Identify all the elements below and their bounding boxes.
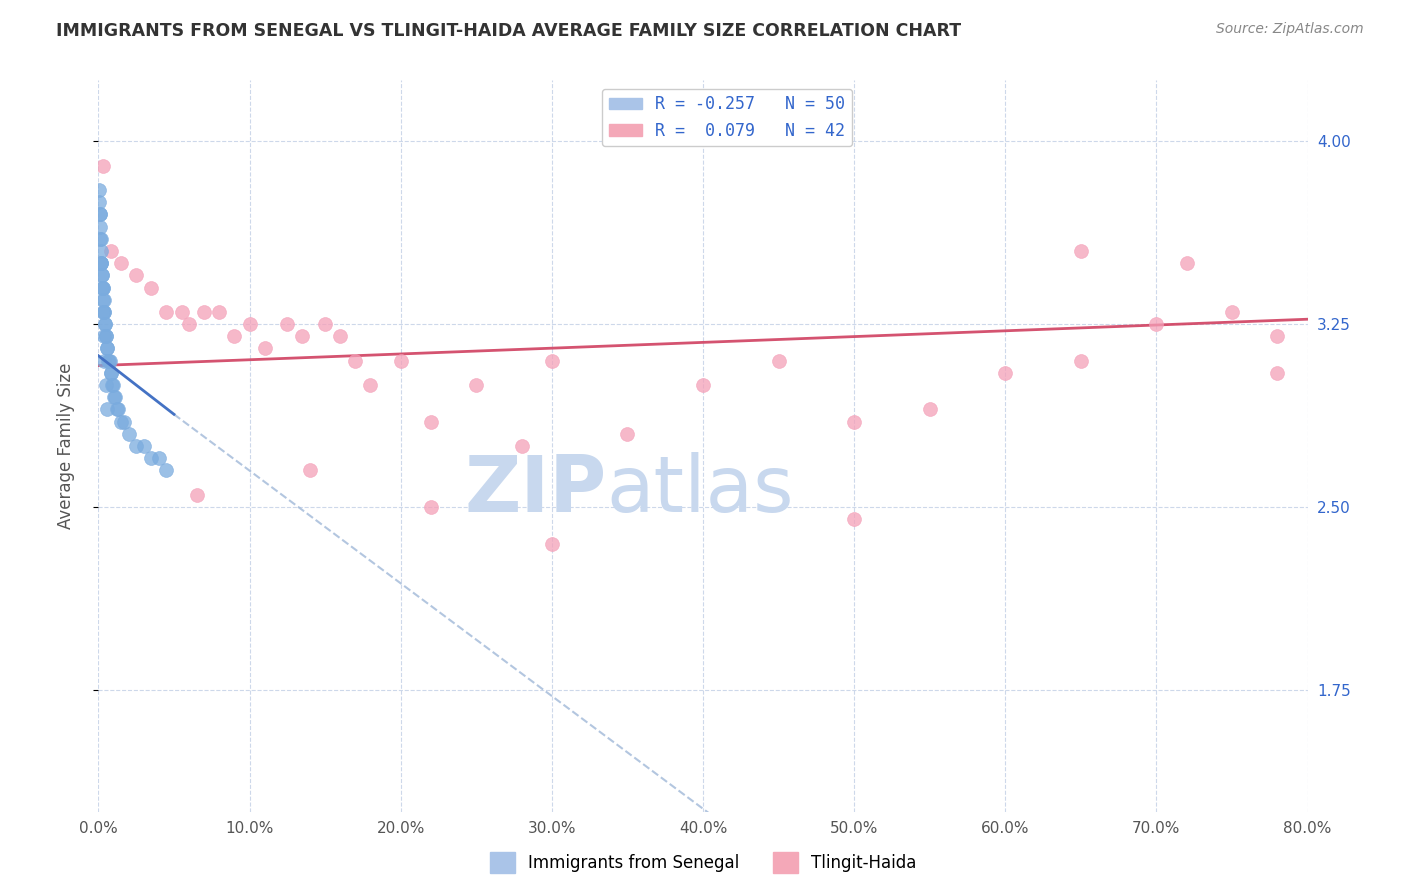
Point	[186, 488, 208, 502]
Point	[540, 536, 562, 550]
Point	[89, 183, 111, 197]
Point	[329, 329, 352, 343]
Point	[112, 415, 135, 429]
Point	[91, 159, 114, 173]
Point	[768, 353, 790, 368]
Point	[90, 244, 112, 258]
Point	[96, 342, 118, 356]
Point	[844, 512, 866, 526]
Point	[148, 451, 170, 466]
Point	[91, 280, 114, 294]
Point	[465, 378, 488, 392]
Point	[107, 402, 129, 417]
Point	[91, 293, 114, 307]
Point	[91, 268, 114, 283]
Point	[93, 353, 115, 368]
Point	[96, 402, 118, 417]
Point	[141, 451, 163, 466]
Point	[94, 329, 117, 343]
Point	[344, 353, 367, 368]
Point	[276, 317, 298, 331]
Point	[918, 402, 941, 417]
Point	[90, 268, 112, 283]
Point	[94, 317, 117, 331]
Point	[844, 415, 866, 429]
Point	[118, 426, 141, 441]
Point	[360, 378, 382, 392]
Point	[89, 195, 111, 210]
Legend: R = -0.257   N = 50, R =  0.079   N = 42: R = -0.257 N = 50, R = 0.079 N = 42	[602, 88, 852, 146]
Point	[90, 256, 112, 270]
Point	[110, 415, 132, 429]
Point	[89, 207, 111, 221]
Point	[239, 317, 262, 331]
Point	[89, 207, 111, 221]
Point	[1220, 305, 1243, 319]
Point	[90, 256, 112, 270]
Point	[100, 366, 122, 380]
Text: atlas: atlas	[606, 452, 794, 528]
Point	[89, 219, 111, 234]
Point	[1267, 366, 1289, 380]
Point	[91, 305, 114, 319]
Point	[692, 378, 714, 392]
Point	[125, 268, 148, 283]
Point	[90, 232, 112, 246]
Point	[100, 244, 122, 258]
Point	[994, 366, 1017, 380]
Point	[94, 378, 117, 392]
Point	[155, 305, 177, 319]
Point	[141, 280, 163, 294]
Point	[540, 353, 562, 368]
Point	[179, 317, 201, 331]
Point	[1267, 329, 1289, 343]
Point	[299, 463, 322, 477]
Point	[91, 280, 114, 294]
Point	[93, 293, 115, 307]
Point	[96, 342, 118, 356]
Legend: Immigrants from Senegal, Tlingit-Haida: Immigrants from Senegal, Tlingit-Haida	[484, 846, 922, 880]
Point	[91, 280, 114, 294]
Point	[98, 353, 121, 368]
Point	[101, 378, 124, 392]
Point	[98, 353, 121, 368]
Text: Source: ZipAtlas.com: Source: ZipAtlas.com	[1216, 22, 1364, 37]
Point	[89, 232, 111, 246]
Point	[420, 500, 443, 514]
Point	[510, 439, 533, 453]
Point	[97, 353, 120, 368]
Point	[93, 305, 115, 319]
Point	[90, 256, 112, 270]
Point	[105, 402, 128, 417]
Point	[1175, 256, 1198, 270]
Point	[314, 317, 336, 331]
Point	[1146, 317, 1168, 331]
Point	[170, 305, 193, 319]
Point	[420, 415, 443, 429]
Point	[193, 305, 215, 319]
Point	[132, 439, 155, 453]
Point	[1070, 353, 1092, 368]
Point	[616, 426, 638, 441]
Point	[110, 256, 132, 270]
Point	[208, 305, 231, 319]
Point	[103, 390, 125, 404]
Point	[155, 463, 177, 477]
Point	[291, 329, 314, 343]
Point	[101, 378, 124, 392]
Point	[94, 329, 117, 343]
Point	[125, 439, 148, 453]
Point	[94, 317, 117, 331]
Point	[104, 390, 127, 404]
Point	[389, 353, 412, 368]
Text: ZIP: ZIP	[464, 452, 606, 528]
Point	[224, 329, 246, 343]
Point	[253, 342, 276, 356]
Point	[100, 366, 122, 380]
Text: IMMIGRANTS FROM SENEGAL VS TLINGIT-HAIDA AVERAGE FAMILY SIZE CORRELATION CHART: IMMIGRANTS FROM SENEGAL VS TLINGIT-HAIDA…	[56, 22, 962, 40]
Point	[93, 305, 115, 319]
Point	[1070, 244, 1092, 258]
Y-axis label: Average Family Size: Average Family Size	[56, 363, 75, 529]
Point	[93, 329, 115, 343]
